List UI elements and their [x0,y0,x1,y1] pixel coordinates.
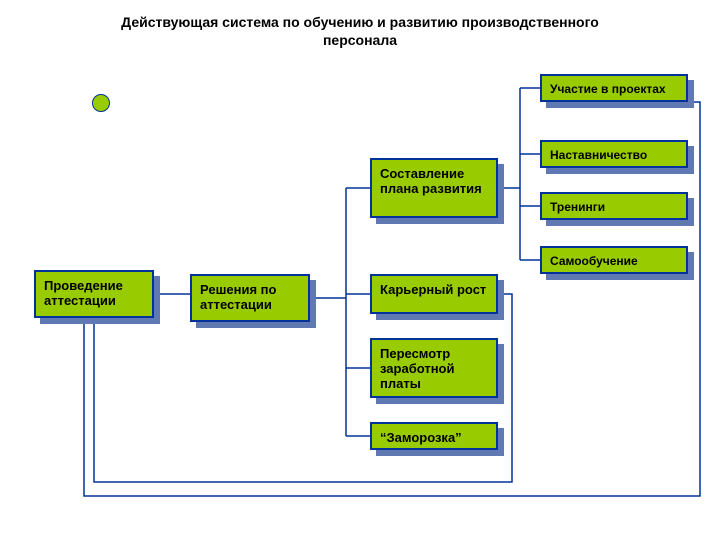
node-label-freeze: “Заморозка” [380,430,462,445]
diagram-canvas: Действующая система по обучению и развит… [0,0,720,540]
node-label-salary: Пересмотр заработной платы [380,346,488,391]
node-label-plan: Составление плана развития [380,166,488,196]
page-title: Действующая система по обучению и развит… [0,14,720,49]
node-freeze: “Заморозка” [370,422,498,450]
node-plan: Составление плана развития [370,158,498,218]
node-label-career: Карьерный рост [380,282,486,297]
title-line-2: персонала [323,32,397,48]
node-attestation: Проведение аттестации [34,270,154,318]
node-decisions: Решения по аттестации [190,274,310,322]
node-label-projects: Участие в проектах [550,82,666,96]
node-trainings: Тренинги [540,192,688,220]
node-label-attestation: Проведение аттестации [44,278,144,308]
bullet-icon [92,94,110,112]
node-career: Карьерный рост [370,274,498,314]
node-salary: Пересмотр заработной платы [370,338,498,398]
node-label-mentoring: Наставничество [550,148,647,162]
node-label-selflearn: Самообучение [550,254,638,268]
node-mentoring: Наставничество [540,140,688,168]
node-label-trainings: Тренинги [550,200,605,214]
title-line-1: Действующая система по обучению и развит… [121,14,599,30]
node-label-decisions: Решения по аттестации [200,282,300,312]
node-selflearn: Самообучение [540,246,688,274]
node-projects: Участие в проектах [540,74,688,102]
